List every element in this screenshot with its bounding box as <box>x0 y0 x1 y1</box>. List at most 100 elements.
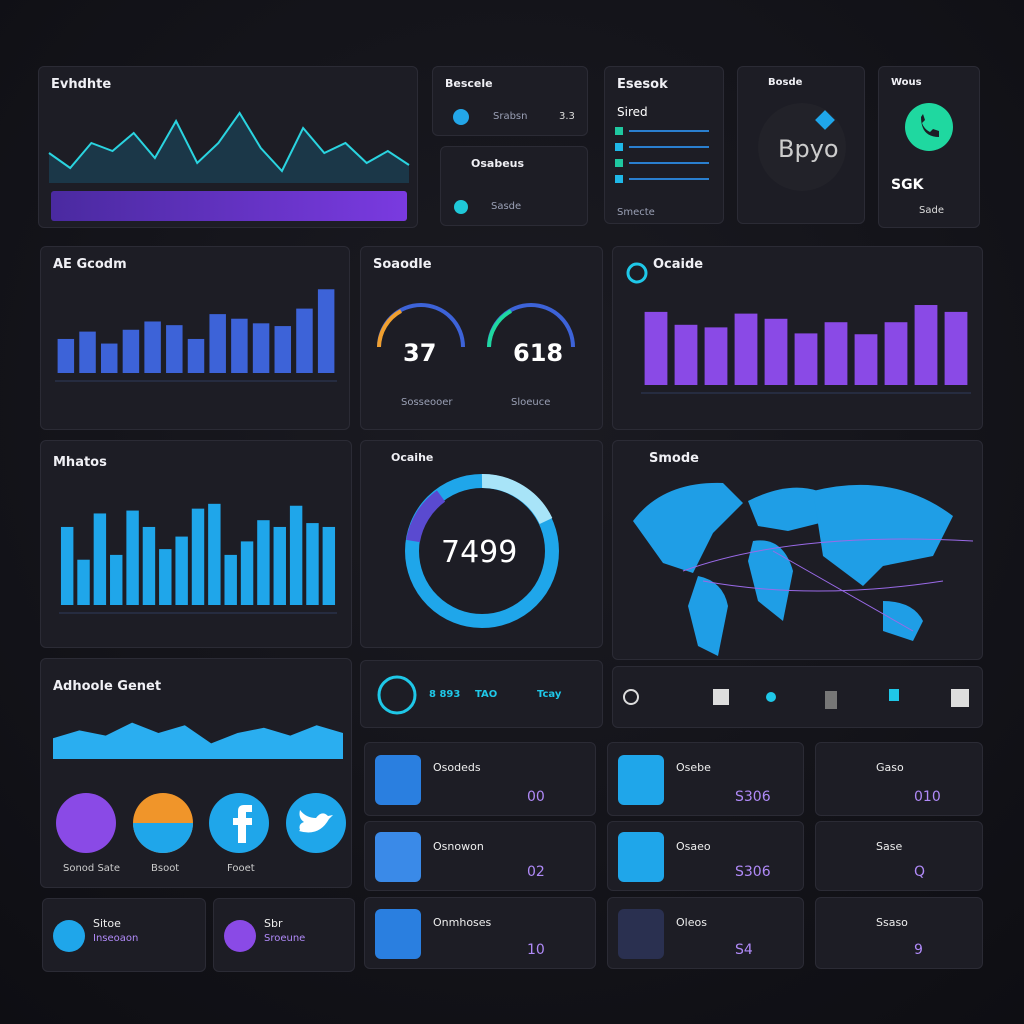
tile-title: Bosde <box>768 77 803 88</box>
card-value: S4 <box>735 942 753 958</box>
bar <box>77 559 90 605</box>
panel-title: AE Gcodm <box>53 257 127 272</box>
card-value: 00 <box>527 789 545 805</box>
bar <box>122 329 140 373</box>
panel-title: Ocaide <box>653 257 704 272</box>
phone-icon <box>905 103 953 151</box>
bar <box>944 311 968 385</box>
card-icon <box>224 920 256 952</box>
tile-value: 3.3 <box>559 111 575 122</box>
card-title: Sbr <box>264 917 283 930</box>
panel-title: Evhdhte <box>51 77 112 92</box>
area-chart <box>53 722 343 759</box>
card-value: S306 <box>735 864 771 880</box>
bar <box>734 313 758 385</box>
social-label: Bsoot <box>151 863 180 874</box>
stat: Tcay <box>537 689 562 700</box>
bar <box>159 549 172 605</box>
social-panel: Adhoole Genet Sonod Sate Bsoot Fooet <box>40 658 352 888</box>
bar <box>274 326 292 373</box>
gauge-panel: Soaodle 37 618 Sosseooer Sloeuce <box>360 246 603 430</box>
card: Sitoe Inseoaon <box>42 898 206 972</box>
card-value: 02 <box>527 864 545 880</box>
gauge-label: Sosseooer <box>401 397 453 408</box>
line-area <box>49 113 409 183</box>
bar <box>126 510 139 605</box>
tile-label: Bpyo <box>778 135 839 163</box>
gauge-value: 618 <box>513 339 564 367</box>
card-value: 010 <box>914 789 941 805</box>
icon <box>454 200 468 214</box>
card: Osaeo S306 <box>607 821 804 891</box>
bar <box>306 523 319 605</box>
bar-panel: Mhatos <box>40 440 352 648</box>
donut-value: 7499 <box>441 535 518 570</box>
tile-title: Bescele <box>445 77 493 90</box>
bar <box>317 289 335 373</box>
bar-chart <box>641 305 971 394</box>
line-chart <box>48 111 410 183</box>
bar <box>209 314 226 373</box>
card: Osodeds 00 <box>364 742 596 816</box>
tile: Wous SGK Sade <box>878 66 980 228</box>
icon-row <box>612 666 983 728</box>
icon <box>377 675 417 715</box>
bar <box>57 338 75 373</box>
card-title: Sase <box>876 840 903 853</box>
bar <box>187 338 205 373</box>
tile-label: Sired <box>617 105 648 119</box>
bar <box>142 526 156 605</box>
card: Osebe S306 <box>607 742 804 816</box>
bar <box>208 503 221 605</box>
bar <box>257 520 270 605</box>
bar <box>240 541 254 605</box>
tile-footer: Smecte <box>617 207 655 218</box>
card: Sase Q <box>815 821 983 891</box>
card-value: Inseoaon <box>93 933 139 944</box>
gauge-value: 37 <box>403 339 437 367</box>
tile-label: Srabsn <box>493 111 528 122</box>
card: Onmhoses 10 <box>364 897 596 969</box>
bar <box>144 321 161 373</box>
bar <box>884 322 908 385</box>
card-value: 10 <box>527 942 545 958</box>
bar <box>273 526 286 605</box>
donut-panel: Ocaihe 7499 <box>360 440 603 648</box>
line-panel: Evhdhte <box>38 66 418 228</box>
tile: Bosde Bpyo <box>737 66 865 224</box>
stat: 8 893 <box>429 689 461 700</box>
card-icon <box>53 920 85 952</box>
bar <box>854 334 878 385</box>
bar <box>322 526 336 605</box>
card-icon <box>375 755 421 805</box>
tile-title: Osabeus <box>471 157 525 170</box>
bar <box>914 305 938 385</box>
purple-strip <box>51 191 407 221</box>
card-title: Onmhoses <box>433 916 492 929</box>
panel-title: Mhatos <box>53 455 107 470</box>
card-title: Gaso <box>876 761 904 774</box>
tile-label: SGK <box>891 177 924 193</box>
map-panel: Smode <box>612 440 983 660</box>
bar <box>231 318 248 373</box>
bar <box>794 333 818 385</box>
social-icons <box>56 793 346 853</box>
bar <box>79 331 96 373</box>
card: Sbr Sroeune <box>213 898 355 972</box>
panel-title: Soaodle <box>373 257 432 272</box>
bar <box>704 327 728 385</box>
card-title: Osaeo <box>676 840 711 853</box>
card: Osnowon 02 <box>364 821 596 891</box>
card-value: S306 <box>735 789 771 805</box>
card-value: Q <box>914 864 926 880</box>
tile-title: Wous <box>891 77 922 88</box>
icon <box>626 262 648 284</box>
gauge-arcs <box>377 303 575 348</box>
bar <box>110 554 123 605</box>
icon <box>453 109 469 125</box>
card: Oleos S4 <box>607 897 804 969</box>
stat: TAO <box>475 689 498 700</box>
bar <box>175 536 188 605</box>
bar <box>191 508 205 605</box>
tile-title: Esesok <box>617 77 668 92</box>
